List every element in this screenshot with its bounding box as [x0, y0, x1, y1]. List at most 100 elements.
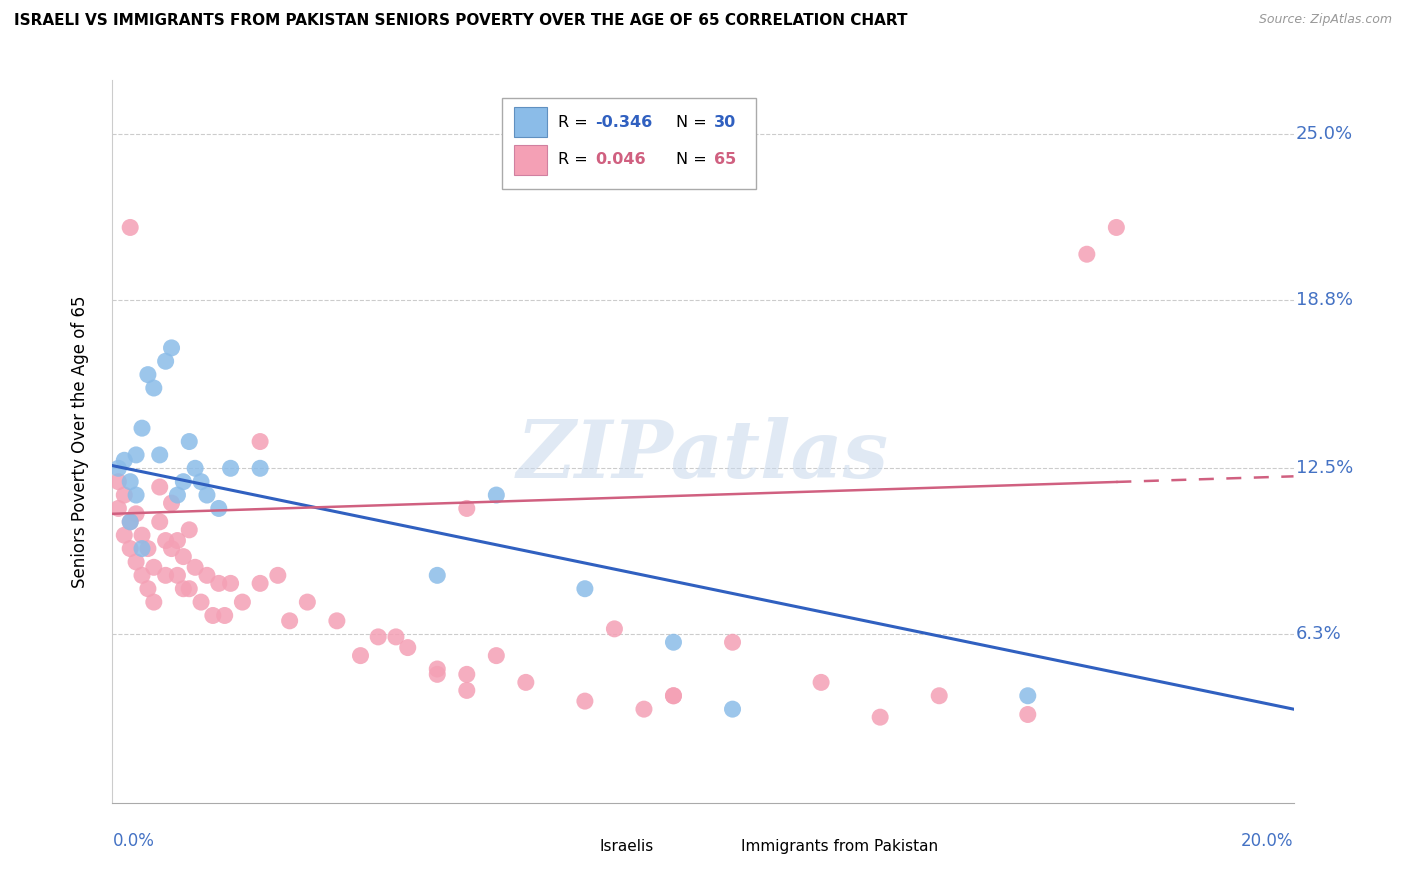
FancyBboxPatch shape — [703, 835, 728, 857]
Point — [721, 635, 744, 649]
Point — [112, 453, 135, 467]
Point — [208, 501, 231, 516]
Point — [120, 475, 142, 489]
Point — [195, 568, 218, 582]
Point — [190, 595, 212, 609]
Point — [231, 595, 253, 609]
Point — [166, 533, 188, 548]
Point — [249, 461, 271, 475]
Point — [166, 488, 188, 502]
Point — [131, 568, 153, 582]
Point — [149, 448, 172, 462]
Point — [485, 488, 508, 502]
Point — [515, 675, 537, 690]
Point — [426, 568, 449, 582]
Point — [136, 368, 159, 382]
Point — [155, 533, 177, 548]
Point — [160, 496, 183, 510]
Text: N =: N = — [676, 153, 711, 168]
Point — [142, 381, 165, 395]
Point — [326, 614, 349, 628]
Point — [149, 480, 172, 494]
Text: 25.0%: 25.0% — [1296, 125, 1353, 143]
Point — [172, 582, 194, 596]
Point — [278, 614, 301, 628]
Point — [125, 488, 148, 502]
Point — [120, 515, 142, 529]
Point — [125, 448, 148, 462]
Point — [172, 549, 194, 564]
Text: -0.346: -0.346 — [596, 115, 652, 129]
Point — [142, 560, 165, 574]
Point — [149, 515, 172, 529]
Point — [155, 568, 177, 582]
Point — [1105, 220, 1128, 235]
Point — [190, 475, 212, 489]
Point — [662, 689, 685, 703]
FancyBboxPatch shape — [561, 835, 588, 857]
Point — [112, 488, 135, 502]
Point — [219, 576, 242, 591]
Point — [179, 582, 201, 596]
Point — [120, 220, 142, 235]
Point — [125, 507, 148, 521]
Point — [426, 662, 449, 676]
Point — [107, 501, 129, 516]
Point — [166, 568, 188, 582]
Point — [456, 501, 478, 516]
Point — [928, 689, 950, 703]
Text: 18.8%: 18.8% — [1296, 291, 1353, 309]
Point — [396, 640, 419, 655]
Point — [1017, 707, 1039, 722]
Text: Israelis: Israelis — [599, 838, 654, 854]
Point — [297, 595, 319, 609]
Point — [1017, 689, 1039, 703]
Point — [426, 667, 449, 681]
Y-axis label: Seniors Poverty Over the Age of 65: Seniors Poverty Over the Age of 65 — [70, 295, 89, 588]
Point — [249, 576, 271, 591]
Point — [172, 475, 194, 489]
Point — [155, 354, 177, 368]
Point — [142, 595, 165, 609]
Point — [208, 576, 231, 591]
Text: 65: 65 — [714, 153, 735, 168]
Text: 0.0%: 0.0% — [112, 831, 155, 850]
Point — [107, 475, 129, 489]
Text: ISRAELI VS IMMIGRANTS FROM PAKISTAN SENIORS POVERTY OVER THE AGE OF 65 CORRELATI: ISRAELI VS IMMIGRANTS FROM PAKISTAN SENI… — [14, 13, 907, 29]
Point — [249, 434, 271, 449]
Point — [721, 702, 744, 716]
Point — [195, 488, 218, 502]
FancyBboxPatch shape — [502, 98, 756, 189]
Text: 12.5%: 12.5% — [1296, 459, 1353, 477]
Point — [349, 648, 371, 663]
FancyBboxPatch shape — [515, 107, 547, 137]
Point — [869, 710, 891, 724]
Text: R =: R = — [558, 153, 592, 168]
Point — [107, 461, 129, 475]
Point — [574, 582, 596, 596]
Text: N =: N = — [676, 115, 711, 129]
Point — [456, 667, 478, 681]
Point — [267, 568, 290, 582]
Point — [160, 341, 183, 355]
Text: 6.3%: 6.3% — [1296, 625, 1341, 643]
Point — [131, 528, 153, 542]
Point — [1076, 247, 1098, 261]
Point — [179, 434, 201, 449]
Text: R =: R = — [558, 115, 592, 129]
Text: Source: ZipAtlas.com: Source: ZipAtlas.com — [1258, 13, 1392, 27]
Point — [574, 694, 596, 708]
Point — [385, 630, 408, 644]
Point — [219, 461, 242, 475]
Text: 30: 30 — [714, 115, 735, 129]
Point — [367, 630, 389, 644]
Point — [603, 622, 626, 636]
Text: 0.046: 0.046 — [596, 153, 647, 168]
Point — [120, 515, 142, 529]
Point — [131, 541, 153, 556]
Text: ZIPatlas: ZIPatlas — [517, 417, 889, 495]
Point — [131, 421, 153, 435]
Point — [184, 461, 207, 475]
Point — [125, 555, 148, 569]
Point — [136, 541, 159, 556]
